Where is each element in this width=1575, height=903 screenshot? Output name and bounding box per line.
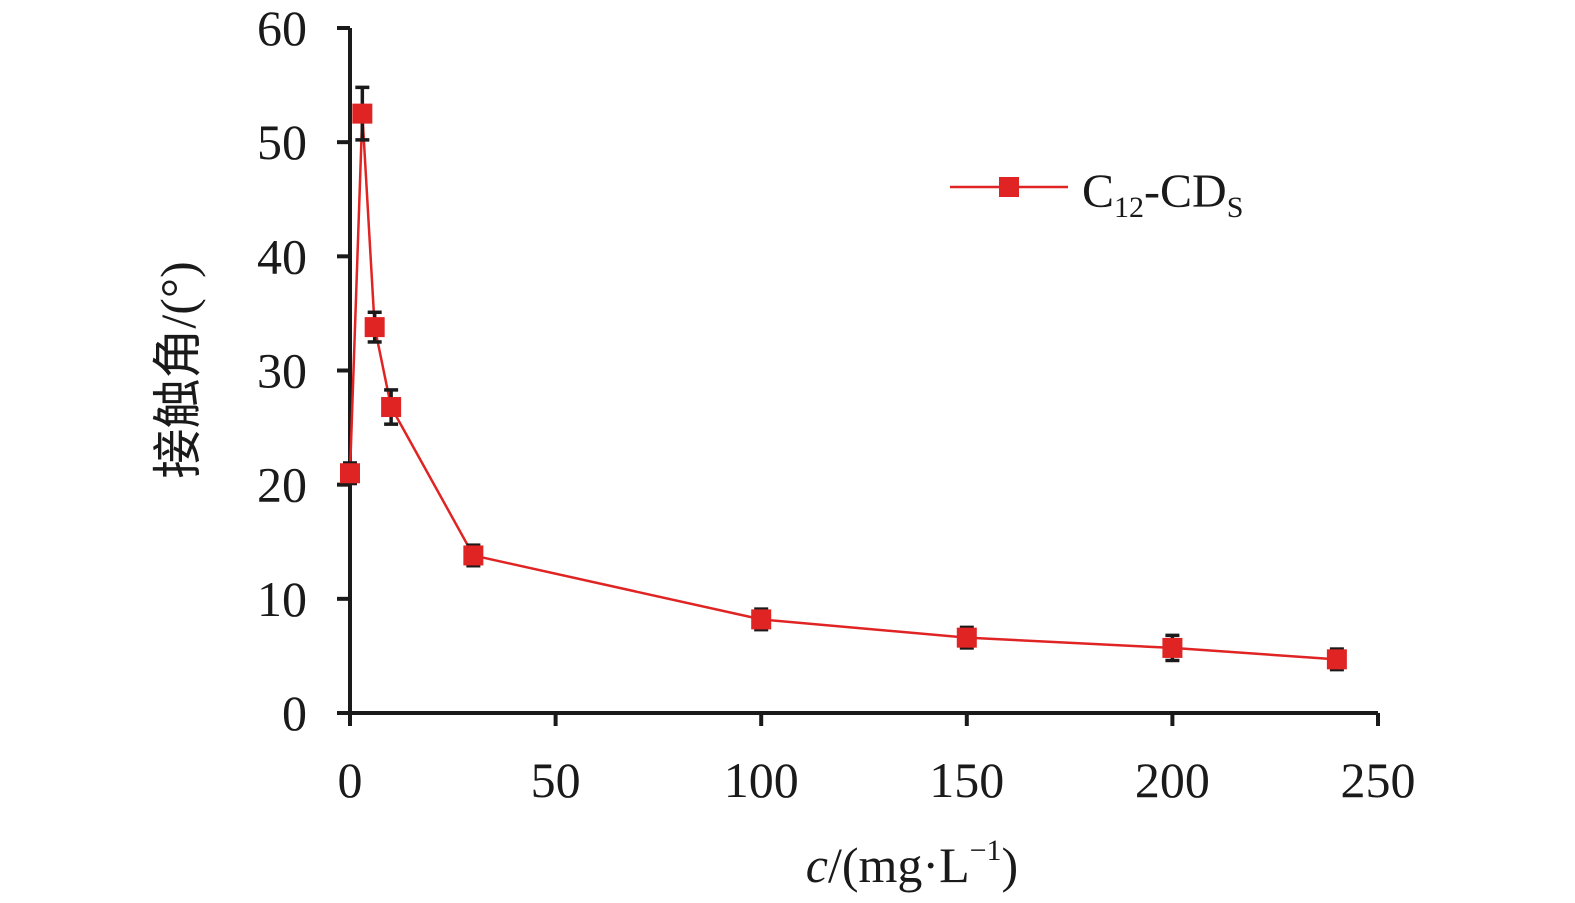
x-tick-label: 0 <box>338 752 363 808</box>
series-layer <box>340 85 1347 672</box>
x-axis-unit-open: /(mg·L <box>828 837 970 893</box>
x-axis-unit-close: ) <box>1002 837 1019 893</box>
y-ticks: 0 10 20 30 40 50 60 <box>257 0 350 741</box>
y-tick-label: 0 <box>282 685 307 741</box>
data-point <box>352 103 373 124</box>
y-axis-title: 接触角/(°) <box>150 261 206 478</box>
x-tick-label: 150 <box>929 752 1004 808</box>
x-tick-label: 250 <box>1341 752 1416 808</box>
legend-label-mid: -CD <box>1144 165 1227 218</box>
x-ticks: 0 50 100 150 200 250 <box>338 713 1416 808</box>
data-point <box>751 609 772 630</box>
data-point <box>381 397 402 418</box>
legend-label-sub1: 12 <box>1114 191 1144 224</box>
data-point <box>1326 649 1347 670</box>
legend: C12-CDS <box>950 165 1243 224</box>
y-tick-label: 10 <box>257 571 307 627</box>
y-tick-label: 60 <box>257 0 307 56</box>
data-point <box>340 463 360 484</box>
data-point <box>364 317 385 338</box>
axes <box>348 28 1378 715</box>
x-tick-label: 200 <box>1135 752 1210 808</box>
y-tick-label: 50 <box>257 114 307 170</box>
data-point <box>463 545 484 566</box>
x-axis-unit-sup: −1 <box>970 834 1002 867</box>
y-tick-label: 40 <box>257 228 307 284</box>
data-point <box>956 627 977 648</box>
y-tick-label: 20 <box>257 457 307 513</box>
data-point <box>1162 637 1183 658</box>
x-tick-label: 50 <box>531 752 581 808</box>
x-axis-var: c <box>806 837 828 893</box>
legend-marker <box>999 177 1019 197</box>
legend-label-sub2: S <box>1227 191 1244 224</box>
y-tick-label: 30 <box>257 343 307 399</box>
legend-label: C12-CDS <box>1082 165 1243 224</box>
legend-label-main: C <box>1082 165 1114 218</box>
x-tick-label: 100 <box>724 752 799 808</box>
x-axis-title: c/(mg·L−1) <box>806 834 1018 893</box>
